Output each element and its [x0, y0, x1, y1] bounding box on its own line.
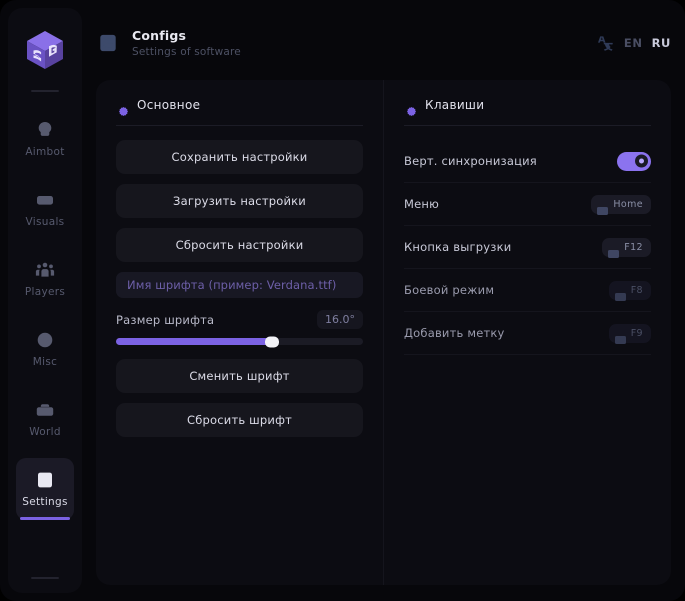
slider-fill [116, 338, 272, 345]
panel-general: Основное Сохранить настройки Загрузить н… [96, 80, 384, 585]
gear-dot-icon [119, 101, 128, 116]
vsync-toggle[interactable] [617, 151, 651, 171]
row-label: Боевой режим [404, 283, 495, 297]
font-name-placeholder: Имя шрифта (пример: Verdana.ttf) [127, 278, 337, 292]
row-menu-key: Меню Home [404, 183, 651, 226]
sidebar-item-visuals[interactable]: Visuals [16, 178, 74, 240]
sidebar: Aimbot Visuals [8, 8, 82, 593]
row-label: Добавить метку [404, 326, 505, 340]
sidebar-item-settings[interactable]: Settings [16, 458, 74, 520]
translate-icon [597, 34, 615, 52]
app-logo[interactable] [21, 26, 69, 74]
slider-handle[interactable] [264, 336, 279, 347]
sidebar-item-label: Settings [22, 496, 68, 508]
briefcase-icon [35, 400, 55, 420]
sidebar-item-label: Aimbot [25, 146, 65, 158]
panel-keys: Клавиши Верт. синхронизация Меню Home [384, 80, 671, 585]
page-subtitle: Settings of software [132, 46, 241, 58]
section-title: Основное [137, 98, 201, 112]
section-rule [404, 125, 651, 126]
keyboard-icon [608, 243, 620, 258]
header: Configs Settings of software EN RU [96, 16, 671, 70]
language-option-en[interactable]: EN [623, 36, 643, 50]
unload-key-badge[interactable]: F12 [602, 237, 651, 258]
row-label: Верт. синхронизация [404, 154, 537, 168]
row-label: Меню [404, 197, 439, 211]
keyboard-icon [597, 200, 609, 215]
save-settings-button[interactable]: Сохранить настройки [116, 140, 363, 174]
sidebar-item-label: Players [24, 286, 66, 298]
content-card: Основное Сохранить настройки Загрузить н… [96, 80, 671, 585]
people-icon [35, 260, 55, 280]
font-size-label: Размер шрифта [116, 312, 215, 327]
list-card-icon [35, 470, 55, 490]
goggles-icon [35, 190, 55, 210]
row-combat-mode-key: Боевой режим F8 [404, 269, 651, 312]
font-size-row: Размер шрифта 16.0° [116, 310, 363, 329]
sidebar-item-world[interactable]: World [16, 388, 74, 450]
page-title: Configs [132, 28, 187, 43]
load-settings-button[interactable]: Загрузить настройки [116, 184, 363, 218]
font-size-slider[interactable] [116, 336, 363, 347]
sidebar-item-label: Visuals [25, 216, 65, 228]
list-card-icon [96, 31, 120, 55]
menu-key-badge[interactable]: Home [591, 194, 651, 215]
add-marker-key-badge[interactable]: F9 [608, 323, 651, 344]
font-size-value: 16.0° [317, 310, 363, 329]
row-add-marker-key: Добавить метку F9 [404, 312, 651, 355]
skull-icon [35, 120, 55, 140]
isometric-cube-sg-logo-icon [27, 31, 63, 69]
sliders-circle-icon [35, 330, 55, 350]
gear-dot-icon [407, 101, 416, 116]
sidebar-item-label: World [29, 426, 61, 438]
reset-settings-button[interactable]: Сбросить настройки [116, 228, 363, 262]
key-label: F9 [630, 327, 643, 339]
keyboard-icon [614, 329, 626, 344]
header-text: Configs Settings of software [132, 28, 241, 58]
sidebar-divider-top [31, 90, 59, 92]
section-header-general: Основное [116, 98, 363, 116]
language-switcher: EN RU [597, 34, 671, 52]
row-unload-key: Кнопка выгрузки F12 [404, 226, 651, 269]
key-label: F12 [624, 241, 643, 253]
key-label: Home [613, 198, 643, 210]
section-header-keys: Клавиши [404, 98, 651, 116]
row-vsync: Верт. синхронизация [404, 140, 651, 183]
combat-mode-key-badge[interactable]: F8 [608, 280, 651, 301]
font-name-input[interactable]: Имя шрифта (пример: Verdana.ttf) [116, 272, 363, 298]
sidebar-divider-bottom [31, 577, 59, 579]
sidebar-nav: Aimbot Visuals [8, 100, 82, 520]
section-title: Клавиши [425, 98, 485, 112]
sidebar-item-aimbot[interactable]: Aimbot [16, 108, 74, 170]
keyboard-icon [614, 286, 626, 301]
change-font-button[interactable]: Сменить шрифт [116, 359, 363, 393]
row-label: Кнопка выгрузки [404, 240, 512, 254]
section-rule [116, 125, 363, 126]
sidebar-item-label: Misc [32, 356, 58, 368]
language-option-ru[interactable]: RU [651, 36, 671, 50]
reset-font-button[interactable]: Сбросить шрифт [116, 403, 363, 437]
toggle-knob [635, 154, 648, 168]
key-label: F8 [630, 284, 643, 296]
sidebar-item-players[interactable]: Players [16, 248, 74, 310]
sidebar-item-misc[interactable]: Misc [16, 318, 74, 380]
